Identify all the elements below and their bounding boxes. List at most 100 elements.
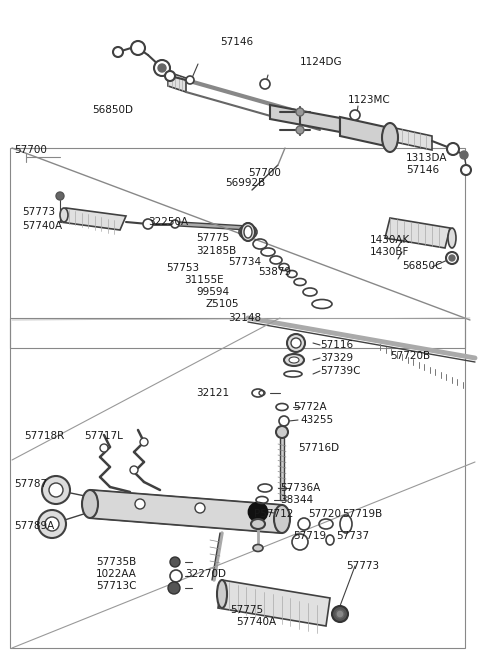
- Circle shape: [449, 255, 455, 261]
- Circle shape: [100, 444, 108, 452]
- Text: 57773: 57773: [22, 207, 55, 217]
- Text: 31155E: 31155E: [184, 275, 224, 285]
- Circle shape: [45, 517, 59, 531]
- Text: 57116: 57116: [320, 340, 353, 350]
- Ellipse shape: [60, 208, 68, 222]
- Circle shape: [243, 223, 253, 233]
- Text: 57720: 57720: [308, 509, 341, 519]
- Ellipse shape: [244, 226, 252, 238]
- Text: Z5105: Z5105: [206, 299, 240, 309]
- Text: 57775: 57775: [196, 233, 229, 243]
- Circle shape: [49, 483, 63, 497]
- Circle shape: [332, 606, 348, 622]
- Circle shape: [170, 557, 180, 567]
- Bar: [10, 148, 465, 348]
- Text: 1123MC: 1123MC: [348, 95, 391, 105]
- Ellipse shape: [239, 225, 257, 239]
- Text: 53879: 53879: [258, 267, 291, 277]
- Ellipse shape: [274, 505, 290, 533]
- Text: 57737: 57737: [336, 531, 369, 541]
- Circle shape: [350, 110, 360, 120]
- Ellipse shape: [241, 223, 255, 241]
- Ellipse shape: [82, 490, 98, 518]
- Circle shape: [154, 60, 170, 76]
- Circle shape: [165, 71, 175, 81]
- Text: 57740A: 57740A: [236, 617, 276, 627]
- Text: 43255: 43255: [300, 415, 333, 425]
- Ellipse shape: [251, 519, 265, 529]
- Ellipse shape: [253, 545, 263, 551]
- Text: 1313DA: 1313DA: [406, 153, 447, 163]
- Text: 37329: 37329: [320, 353, 353, 363]
- Text: 1022AA: 1022AA: [96, 569, 137, 579]
- Text: 57719: 57719: [293, 531, 326, 541]
- Text: 57775: 57775: [230, 605, 263, 615]
- Text: 1430BF: 1430BF: [370, 247, 409, 257]
- Circle shape: [296, 108, 304, 116]
- Circle shape: [461, 165, 471, 175]
- Text: 57789A: 57789A: [14, 521, 54, 531]
- Ellipse shape: [382, 123, 398, 152]
- Text: 38344: 38344: [280, 495, 313, 505]
- Text: 57713C: 57713C: [96, 581, 136, 591]
- Text: 57735B: 57735B: [96, 557, 136, 567]
- Polygon shape: [60, 208, 126, 230]
- Circle shape: [158, 64, 166, 72]
- Circle shape: [291, 338, 301, 348]
- Circle shape: [296, 126, 304, 134]
- Text: 57720B: 57720B: [390, 351, 430, 361]
- Text: 99594: 99594: [196, 287, 229, 297]
- Ellipse shape: [284, 354, 304, 366]
- Circle shape: [446, 252, 458, 264]
- Text: 1430AK: 1430AK: [370, 235, 410, 245]
- Circle shape: [140, 438, 148, 446]
- Text: 57736A: 57736A: [280, 483, 320, 493]
- Polygon shape: [340, 117, 390, 147]
- Text: 57700: 57700: [248, 168, 281, 178]
- Text: 57717L: 57717L: [84, 431, 123, 441]
- Text: 57716D: 57716D: [298, 443, 339, 453]
- Text: 32148: 32148: [228, 313, 261, 323]
- Text: 57719B: 57719B: [342, 509, 382, 519]
- Circle shape: [460, 151, 468, 159]
- Text: 5772A: 5772A: [293, 402, 326, 412]
- Circle shape: [143, 219, 153, 229]
- Text: 57734: 57734: [228, 257, 261, 267]
- Circle shape: [130, 466, 138, 474]
- Circle shape: [186, 76, 194, 84]
- Circle shape: [168, 582, 180, 594]
- Polygon shape: [385, 218, 450, 248]
- Circle shape: [56, 192, 64, 200]
- Text: 56992B: 56992B: [225, 178, 265, 188]
- Text: 32121: 32121: [196, 388, 229, 398]
- Text: 1124DG: 1124DG: [300, 57, 343, 67]
- Polygon shape: [395, 128, 432, 150]
- Polygon shape: [90, 490, 282, 533]
- Text: 57753: 57753: [166, 263, 199, 273]
- Bar: [10, 318, 465, 648]
- Text: 57146: 57146: [406, 165, 439, 175]
- Circle shape: [276, 426, 288, 438]
- Text: 32270D: 32270D: [185, 569, 226, 579]
- Circle shape: [336, 610, 344, 618]
- Text: P57712: P57712: [254, 509, 293, 519]
- Circle shape: [38, 510, 66, 538]
- Circle shape: [260, 79, 270, 89]
- Text: 56850D: 56850D: [92, 105, 133, 115]
- Circle shape: [131, 41, 145, 55]
- Polygon shape: [168, 72, 186, 92]
- Text: 57739C: 57739C: [320, 366, 360, 376]
- Circle shape: [171, 220, 179, 228]
- Polygon shape: [270, 105, 340, 132]
- Text: 32185B: 32185B: [196, 246, 236, 256]
- Text: 57146: 57146: [220, 37, 253, 47]
- Circle shape: [195, 503, 205, 513]
- Circle shape: [249, 503, 267, 521]
- Circle shape: [135, 499, 145, 509]
- Text: 57740A: 57740A: [22, 221, 62, 231]
- Text: 57787: 57787: [14, 479, 47, 489]
- Text: 57773: 57773: [346, 561, 379, 571]
- Text: 32250A: 32250A: [148, 217, 188, 227]
- Circle shape: [279, 416, 289, 426]
- Text: 57700: 57700: [14, 145, 47, 155]
